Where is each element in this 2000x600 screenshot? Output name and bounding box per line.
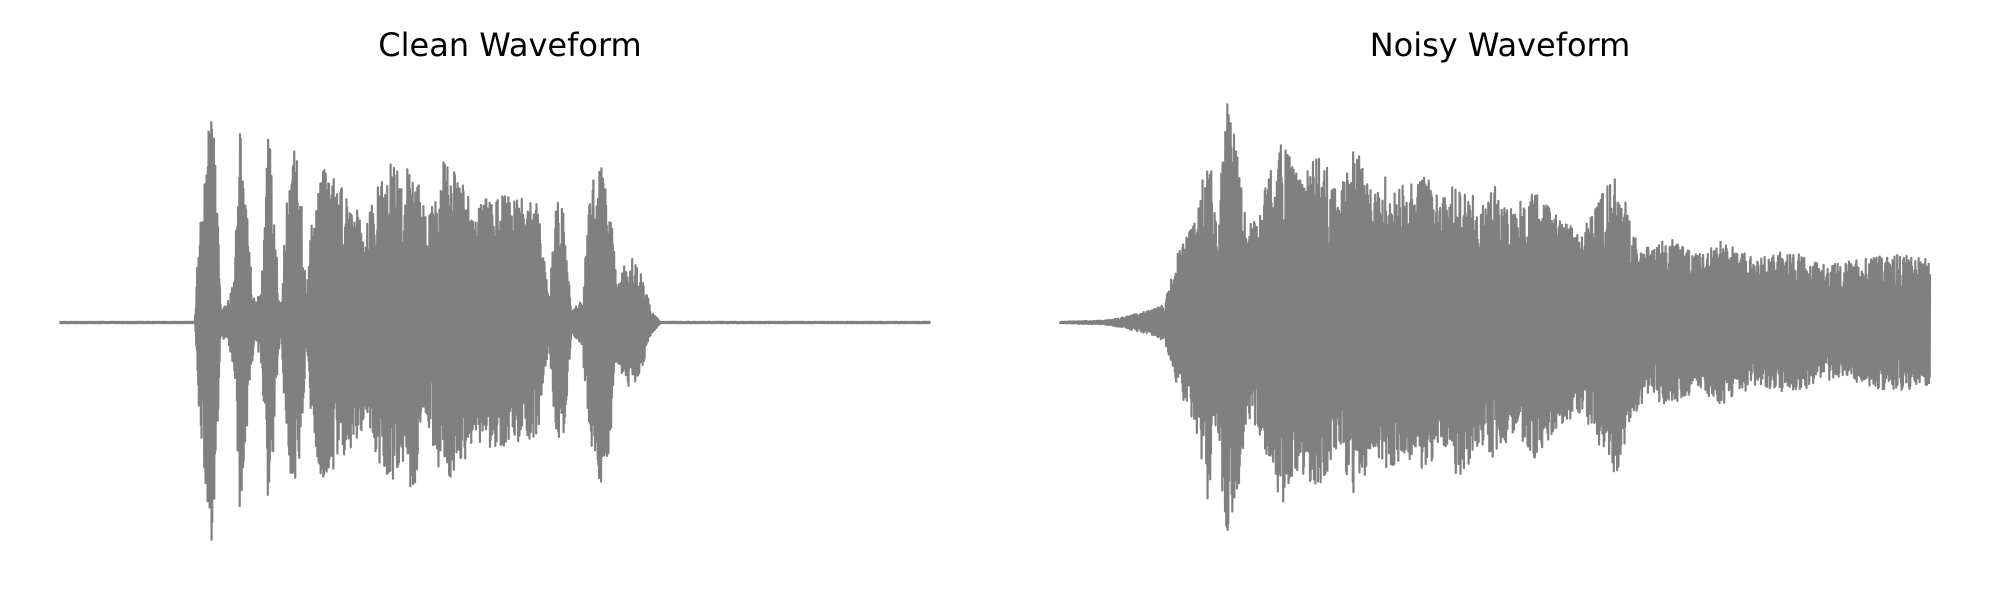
noisy-waveform-plot (1060, 0, 1940, 600)
noisy-waveform-panel: Noisy Waveform (1060, 0, 1940, 600)
clean-waveform-plot (60, 0, 960, 600)
clean-waveform-panel: Clean Waveform (60, 0, 960, 600)
noisy-waveform-line (1060, 104, 1930, 530)
clean-waveform-line (60, 122, 930, 539)
